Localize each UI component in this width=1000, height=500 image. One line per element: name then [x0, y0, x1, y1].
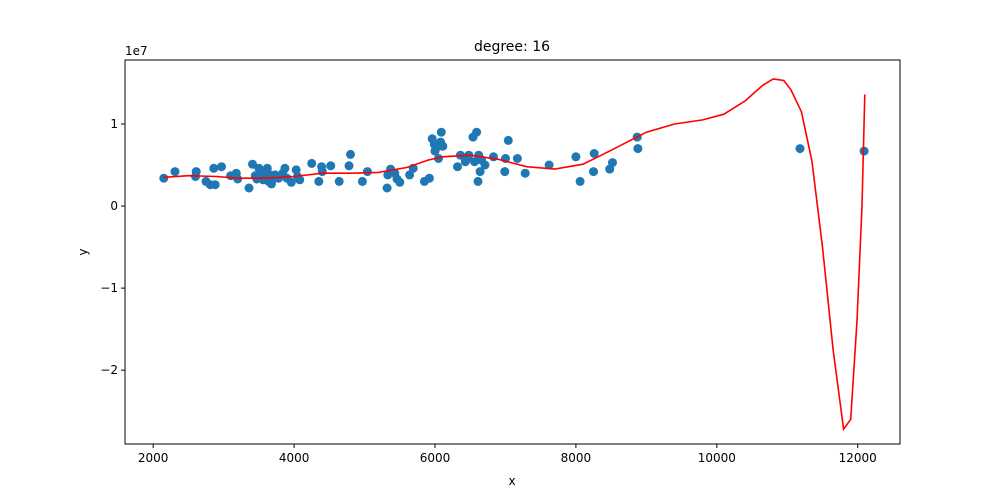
scatter-point: [589, 167, 598, 177]
plot-frame: [124, 59, 901, 445]
scatter-point: [571, 152, 581, 162]
scatter-point: [424, 173, 434, 183]
x-tick-label: 4000: [279, 451, 310, 465]
scatter-point: [475, 167, 485, 177]
scatter-point: [210, 180, 220, 190]
y-tick-label: 1: [110, 117, 118, 131]
scatter-point: [405, 170, 415, 180]
y-offset-label: 1e7: [125, 44, 148, 58]
scatter-point: [244, 183, 254, 193]
scatter-point: [209, 163, 219, 173]
scatter-point: [520, 168, 530, 178]
scatter-point: [357, 176, 367, 186]
plot-area: [159, 78, 869, 432]
scatter-point: [589, 149, 599, 158]
scatter-point: [608, 158, 617, 168]
scatter-point: [472, 127, 482, 137]
scatter-point: [382, 183, 392, 193]
scatter-point: [248, 159, 257, 169]
scatter-point: [326, 161, 336, 171]
scatter-point: [344, 161, 354, 171]
scatter-point: [575, 176, 585, 186]
scatter-point: [346, 149, 355, 159]
scatter-point: [286, 177, 296, 187]
scatter-point: [395, 177, 405, 187]
x-axis: 2000 4000 6000 8000 10000 12000: [138, 444, 877, 465]
scatter-point: [500, 167, 510, 177]
scatter-point: [362, 167, 372, 177]
x-axis-label: x: [508, 474, 515, 488]
scatter-point: [191, 167, 201, 177]
x-tick-label: 2000: [138, 451, 169, 465]
scatter-point: [170, 167, 180, 177]
x-tick-label: 6000: [420, 451, 451, 465]
scatter-point: [503, 135, 513, 145]
x-tick-label: 10000: [698, 451, 736, 465]
scatter-point: [453, 162, 462, 172]
scatter-point: [436, 127, 446, 137]
scatter-point: [314, 176, 324, 186]
y-tick-label: −1: [100, 281, 118, 295]
scatter-point: [489, 152, 498, 162]
fit-curve: [163, 78, 866, 432]
scatter-point: [295, 175, 305, 185]
y-tick-label: −2: [100, 363, 118, 377]
chart-title: degree: 16: [474, 39, 550, 55]
scatter-point: [470, 157, 479, 167]
scatter-point: [434, 154, 443, 163]
scatter-point: [512, 154, 522, 163]
y-tick-label: 0: [110, 199, 118, 213]
scatter-point: [473, 176, 483, 186]
scatter-point: [480, 160, 490, 170]
scatter-point: [438, 141, 448, 151]
y-axis-label: y: [76, 248, 90, 255]
scatter-point: [795, 144, 805, 154]
scatter-point: [633, 144, 643, 154]
x-tick-label: 8000: [561, 451, 592, 465]
scatter-point: [317, 167, 327, 177]
scatter-point: [217, 162, 226, 172]
scatter-point: [280, 163, 290, 173]
y-axis: −2 −1 0 1: [100, 117, 125, 377]
x-tick-label: 12000: [839, 451, 877, 465]
scatter-point: [307, 158, 317, 168]
scatter-point: [334, 176, 344, 186]
scatter-point: [544, 160, 554, 170]
scatter-point: [159, 173, 169, 183]
